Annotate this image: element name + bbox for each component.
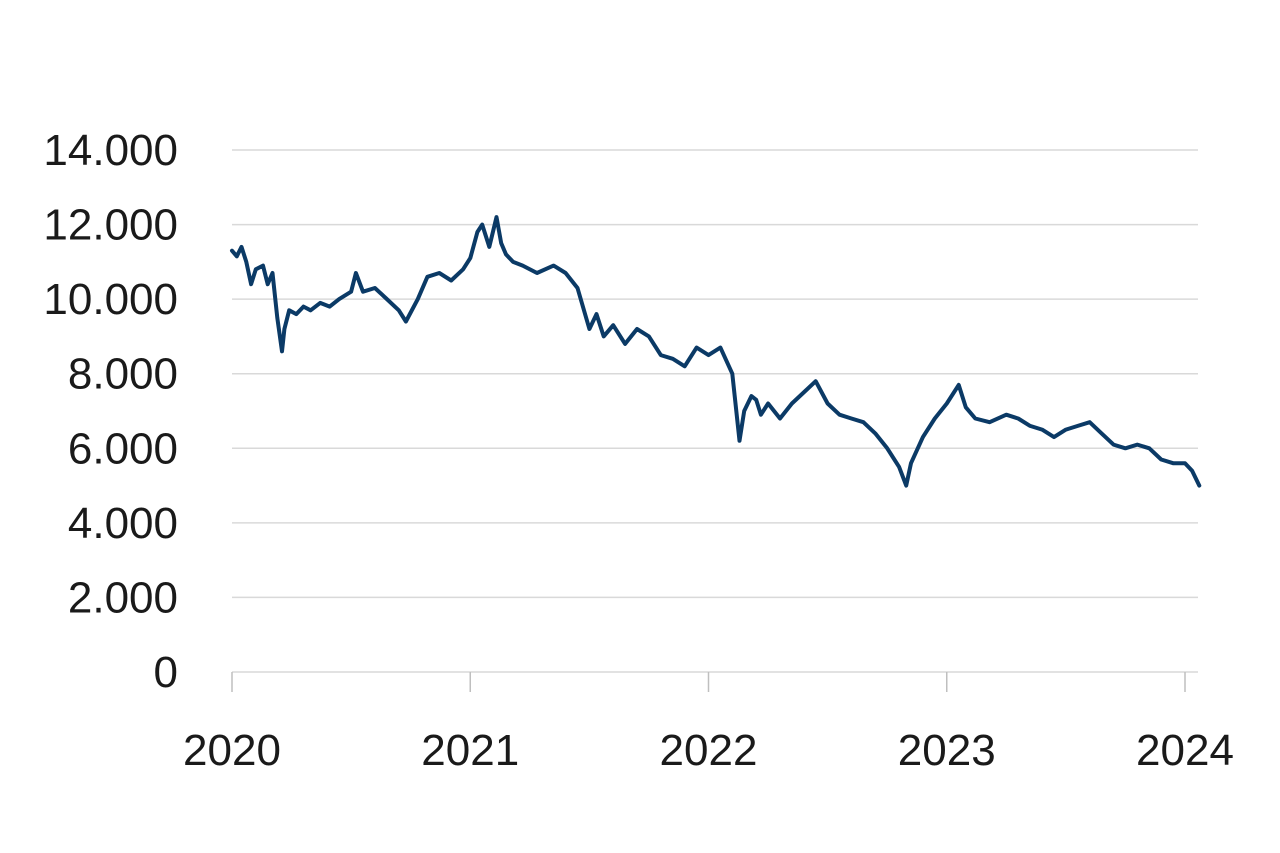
y-axis-tick-labels: 0 2.000 4.000 6.000 8.000 10.000 12.000 14.000 [43, 126, 178, 697]
y-tick-label: 10.000 [43, 275, 178, 324]
y-tick-label: 6.000 [68, 424, 178, 473]
y-tick-label: 14.000 [43, 126, 178, 175]
x-tick-label: 2024 [1136, 726, 1234, 775]
y-tick-label: 2.000 [68, 573, 178, 622]
y-tick-label: 0 [154, 648, 178, 697]
y-tick-label: 12.000 [43, 201, 178, 250]
x-axis-tick-labels: 2020 2021 2022 2023 2024 [183, 726, 1234, 775]
gridlines [232, 149, 1198, 599]
x-tick-label: 2022 [660, 726, 758, 775]
x-tick-label: 2020 [183, 726, 281, 775]
x-axis [231, 671, 1198, 692]
x-tick-label: 2021 [421, 726, 519, 775]
y-tick-label: 8.000 [68, 350, 178, 399]
series-line [230, 215, 1202, 488]
y-tick-label: 4.000 [68, 499, 178, 548]
series-layer [230, 215, 1202, 488]
x-tick-label: 2023 [898, 726, 996, 775]
